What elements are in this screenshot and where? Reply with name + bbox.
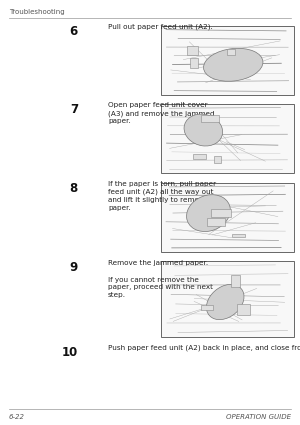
Text: 10: 10: [62, 346, 78, 359]
Bar: [227, 48, 236, 55]
Text: 8: 8: [70, 182, 78, 195]
Ellipse shape: [184, 114, 223, 146]
Text: 6-22: 6-22: [9, 414, 25, 420]
Bar: [160, 183, 294, 252]
Ellipse shape: [206, 284, 244, 320]
Bar: [187, 46, 198, 55]
Bar: [190, 58, 197, 68]
Bar: [160, 26, 294, 95]
Bar: [160, 104, 294, 173]
Ellipse shape: [204, 48, 263, 81]
Bar: [201, 305, 213, 309]
Text: If you cannot remove the
paper, proceed with the next
step.: If you cannot remove the paper, proceed …: [108, 277, 213, 298]
Text: 7: 7: [70, 103, 78, 116]
Bar: [201, 115, 219, 122]
Bar: [231, 275, 240, 286]
Bar: [193, 154, 206, 159]
Text: Pull out paper feed unit (A2).: Pull out paper feed unit (A2).: [108, 24, 213, 30]
Bar: [237, 304, 250, 315]
Bar: [207, 218, 225, 226]
Text: If the paper is torn, pull paper
feed unit (A2) all the way out
and lift it slig: If the paper is torn, pull paper feed un…: [108, 181, 222, 211]
Ellipse shape: [187, 195, 230, 232]
Text: Remove the jammed paper.: Remove the jammed paper.: [108, 260, 208, 266]
Bar: [211, 209, 231, 217]
Text: 9: 9: [70, 261, 78, 274]
Text: OPERATION GUIDE: OPERATION GUIDE: [226, 414, 291, 420]
Text: Troubleshooting: Troubleshooting: [9, 9, 64, 15]
Text: 6: 6: [70, 25, 78, 38]
Text: Open paper feed unit cover
(A3) and remove the jammed
paper.: Open paper feed unit cover (A3) and remo…: [108, 102, 214, 125]
Bar: [160, 261, 294, 337]
Bar: [214, 156, 220, 163]
Bar: [232, 234, 245, 237]
Text: Push paper feed unit (A2) back in place, and close front cover.: Push paper feed unit (A2) back in place,…: [108, 345, 300, 351]
